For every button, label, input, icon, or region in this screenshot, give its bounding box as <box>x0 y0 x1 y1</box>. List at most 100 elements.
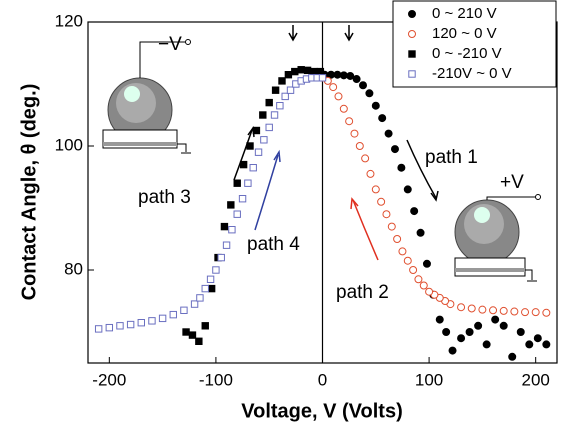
data-point <box>366 169 375 178</box>
legend-label: 0 ~ -210 V <box>432 45 502 62</box>
data-point <box>398 247 407 256</box>
data-point <box>94 325 103 333</box>
data-point <box>254 148 263 156</box>
data-point <box>126 320 135 329</box>
data-point <box>414 275 423 284</box>
x-tick-label: 200 <box>521 370 549 389</box>
data-point <box>249 164 257 172</box>
x-tick-label: -100 <box>199 370 233 389</box>
data-point <box>220 222 229 231</box>
data-point <box>244 179 252 187</box>
data-point <box>346 71 355 80</box>
data-point <box>361 154 370 163</box>
data-point <box>422 259 431 268</box>
y-tick-label: 120 <box>55 11 83 30</box>
data-point <box>291 67 299 76</box>
data-point <box>457 303 466 312</box>
annotation: path 4 <box>247 234 300 255</box>
data-point <box>233 210 241 218</box>
data-point <box>252 126 261 135</box>
data-point <box>148 317 156 325</box>
data-point <box>228 226 236 234</box>
data-point <box>489 306 498 315</box>
data-point <box>265 98 273 107</box>
data-point <box>508 352 517 361</box>
electrode-right <box>454 194 541 282</box>
data-point <box>467 304 476 313</box>
x-tick-label: -200 <box>92 370 126 389</box>
data-point <box>201 322 209 330</box>
data-point <box>271 86 280 94</box>
legend-label: -210V ~ 0 V <box>432 65 512 82</box>
x-tick-label: 0 <box>318 370 327 389</box>
legend-marker <box>408 10 416 18</box>
data-point <box>158 314 167 323</box>
data-point <box>390 145 399 154</box>
data-point <box>499 306 508 315</box>
data-point <box>478 305 487 314</box>
data-point <box>457 334 466 343</box>
data-point <box>403 185 412 194</box>
data-point <box>318 74 327 82</box>
data-point <box>352 75 361 84</box>
data-point <box>355 142 364 150</box>
data-point <box>105 323 114 332</box>
data-point <box>435 315 444 324</box>
data-point <box>345 117 354 126</box>
x-axis-label: Voltage, V (Volts) <box>241 400 403 422</box>
data-point <box>531 308 540 317</box>
data-point <box>510 307 519 316</box>
data-point <box>316 67 325 76</box>
data-point <box>474 321 483 330</box>
data-point <box>491 315 500 324</box>
data-point <box>365 89 374 98</box>
data-point <box>190 300 199 308</box>
data-point <box>371 185 380 194</box>
data-point <box>482 340 491 349</box>
data-point <box>196 294 204 302</box>
data-point <box>246 142 254 150</box>
data-point <box>265 123 273 132</box>
legend-marker <box>408 70 416 78</box>
electrode-left <box>102 39 191 154</box>
data-point <box>297 66 305 74</box>
data-point <box>329 83 338 92</box>
data-point <box>201 284 209 293</box>
x-tick-label: 100 <box>415 370 443 389</box>
data-point <box>397 163 406 172</box>
data-point <box>227 201 235 209</box>
data-point <box>238 195 247 203</box>
data-point <box>387 222 396 231</box>
data-point <box>276 102 284 110</box>
data-point <box>339 104 348 113</box>
y-axis-label: Contact Angle, θ (deg.) <box>18 84 40 301</box>
data-point <box>448 346 457 355</box>
data-point <box>137 319 145 327</box>
data-point <box>410 207 419 216</box>
legend-box <box>392 0 557 88</box>
data-point <box>286 86 295 94</box>
data-point <box>371 101 380 110</box>
data-point <box>212 266 220 274</box>
data-point <box>169 310 177 319</box>
data-point <box>217 253 225 262</box>
data-point <box>409 266 418 274</box>
data-point <box>182 328 190 336</box>
legend-marker <box>408 30 416 38</box>
data-point <box>359 81 368 90</box>
data-point <box>116 322 124 330</box>
data-point <box>382 210 391 219</box>
data-point <box>521 308 530 317</box>
data-point <box>206 275 215 284</box>
data-point <box>284 71 293 79</box>
data-point <box>384 129 393 138</box>
data-point <box>525 340 534 349</box>
data-point <box>542 340 551 349</box>
annotation: path 2 <box>336 282 389 303</box>
data-point <box>260 136 268 144</box>
data-point <box>377 197 386 206</box>
data-point <box>442 328 451 336</box>
data-point <box>419 281 428 290</box>
data-point <box>516 328 525 336</box>
